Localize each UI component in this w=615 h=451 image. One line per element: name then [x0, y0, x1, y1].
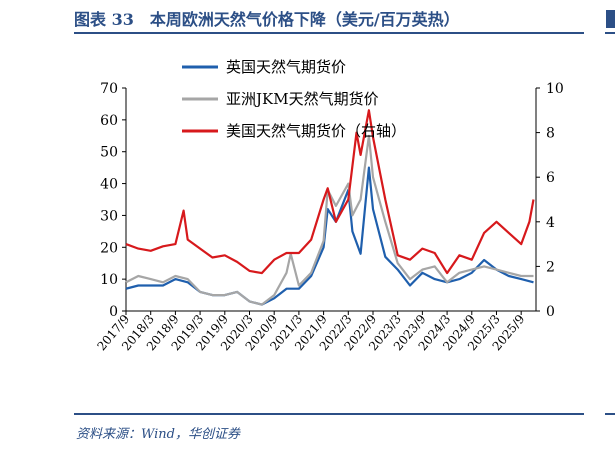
- title-underline: [74, 32, 584, 34]
- left-tick-label: 40: [100, 177, 118, 193]
- left-tick-label: 0: [109, 304, 118, 320]
- legend-label-1: 亚洲JKM天然气期货价: [226, 90, 379, 108]
- source-rule: [74, 413, 584, 415]
- left-tick-label: 70: [100, 81, 118, 97]
- left-tick-label: 60: [100, 113, 118, 129]
- left-tick-label: 30: [100, 208, 118, 224]
- left-tick-label: 20: [100, 240, 118, 256]
- source-note: 资料来源：Wind，华创证券: [76, 427, 240, 442]
- series-line-1: [125, 134, 534, 306]
- right-tick-label: 4: [546, 215, 555, 231]
- right-tick-label: 8: [546, 126, 555, 142]
- chart-title: 图表 33 本周欧洲天然气价格下降（美元/百万英热）: [74, 10, 460, 29]
- legend-label-0: 英国天然气期货价: [226, 58, 346, 76]
- legend-label-2: 美国天然气期货价（右轴）: [226, 122, 406, 140]
- adjacent-panel-edge: [606, 10, 615, 28]
- right-tick-label: 10: [546, 81, 564, 97]
- right-tick-label: 0: [546, 304, 555, 320]
- right-tick-label: 2: [546, 259, 555, 275]
- left-tick-label: 10: [100, 272, 118, 288]
- right-tick-label: 6: [546, 170, 555, 186]
- source-rule-adjacent: [605, 413, 615, 415]
- title-underline-adjacent: [605, 32, 615, 34]
- series-line-2: [125, 109, 535, 275]
- left-tick-label: 50: [100, 145, 118, 161]
